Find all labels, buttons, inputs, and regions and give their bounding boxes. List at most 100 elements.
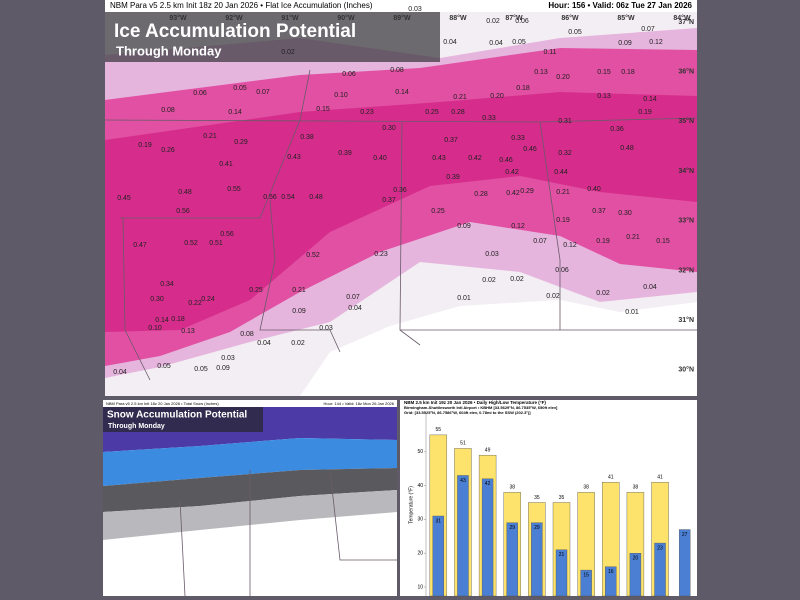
value-label: 41	[608, 475, 614, 481]
snow-title-box	[103, 407, 263, 432]
map-value: 0.23	[374, 251, 388, 258]
map-value: 0.39	[446, 174, 460, 181]
snow-header-left: NBM Para v5 2.5 km Init 18z 20 Jan 2026 …	[106, 401, 219, 406]
map-value: 0.18	[516, 85, 530, 92]
map-value: 0.42	[468, 155, 482, 162]
map-value: 0.21	[556, 189, 570, 196]
map-value: 0.14	[155, 317, 169, 324]
value-label: 23	[657, 545, 663, 551]
map-value: 0.01	[457, 295, 471, 302]
map-value: 0.08	[240, 331, 254, 338]
chart-header: Grid: [33.5525°N, 86.7586°W, 604ft elev,…	[404, 410, 531, 415]
map-value: 0.31	[558, 118, 572, 125]
map-value: 0.02	[510, 276, 524, 283]
lat-label: 31°N	[678, 316, 694, 324]
map-value: 0.03	[408, 6, 422, 13]
map-value: 0.13	[534, 69, 548, 76]
map-value: 0.12	[649, 39, 663, 46]
map-value: 0.51	[209, 240, 223, 247]
map-value: 0.30	[618, 210, 632, 217]
map-value: 0.05	[157, 363, 171, 370]
value-label: 15	[583, 572, 589, 578]
map-value: 0.23	[360, 109, 374, 116]
lon-label: 89°W	[393, 14, 411, 22]
map-value: 0.25	[425, 109, 439, 116]
map-value: 0.48	[309, 194, 323, 201]
map-header	[105, 0, 697, 12]
map-value: 0.04	[113, 369, 127, 376]
map-value: 0.06	[342, 71, 356, 78]
value-label: 35	[559, 495, 565, 501]
value-label: 27	[682, 532, 688, 538]
map-value: 0.15	[656, 238, 670, 245]
map-value: 0.10	[334, 92, 348, 99]
map-value: 0.48	[620, 145, 634, 152]
bar	[481, 478, 494, 597]
map-value: 0.22	[188, 300, 202, 307]
map-value: 0.02	[482, 277, 496, 284]
map-value: 0.06	[515, 18, 529, 25]
map-value: 0.37	[444, 137, 458, 144]
map-value: 0.05	[233, 85, 247, 92]
lat-label: 35°N	[678, 117, 694, 125]
map-value: 0.30	[382, 125, 396, 132]
lon-label: 85°W	[617, 14, 635, 22]
map-value: 0.09	[618, 40, 632, 47]
map-value: 0.13	[181, 328, 195, 335]
lat-label: 32°N	[678, 266, 694, 274]
map-value: 0.05	[512, 39, 526, 46]
ice-band-heavy	[105, 92, 697, 332]
map-value: 0.09	[457, 223, 471, 230]
bar	[555, 549, 568, 597]
map-value: 0.02	[546, 293, 560, 300]
map-value: 0.19	[596, 238, 610, 245]
map-value: 0.14	[643, 96, 657, 103]
lat-label: 34°N	[678, 167, 694, 175]
map-value: 0.42	[506, 190, 520, 197]
map-value: 0.18	[171, 316, 185, 323]
value-label: 35	[534, 495, 540, 501]
bar	[457, 475, 469, 597]
value-label: 29	[534, 525, 540, 531]
temperature-chart: Temperature (°F) NBM 2.5 km Init 19z 20 …	[400, 400, 697, 597]
lon-label: 86°W	[561, 14, 579, 22]
value-label: 55	[436, 427, 442, 433]
map-value: 0.46	[523, 146, 537, 153]
map-value: 0.52	[184, 240, 198, 247]
map-value: 0.43	[432, 155, 446, 162]
bar	[432, 515, 445, 597]
y-tick-label: 40	[417, 483, 423, 489]
y-tick-label: 30	[417, 517, 423, 523]
map-value: 0.21	[453, 94, 467, 101]
map-value: 0.44	[554, 169, 568, 176]
map-value: 0.25	[249, 287, 263, 294]
lon-label: 92°W	[225, 14, 243, 22]
map-value: 0.09	[216, 365, 230, 372]
value-label: 38	[509, 485, 515, 491]
bar	[629, 553, 642, 597]
value-label: 51	[460, 441, 466, 447]
map-value: 0.02	[281, 49, 295, 56]
map-value: 0.06	[193, 90, 207, 97]
map-value: 0.20	[490, 93, 504, 100]
map-value: 0.10	[148, 325, 162, 332]
value-label: 29	[509, 525, 515, 531]
map-value: 0.04	[443, 39, 457, 46]
snow-subtitle: Through Monday	[108, 423, 165, 430]
map-title: Ice Accumulation Potential	[114, 21, 356, 42]
map-value: 0.19	[138, 142, 152, 149]
map-value: 0.38	[300, 134, 314, 141]
map-value: 0.06	[555, 267, 569, 274]
snow-title: Snow Accumulation Potential	[107, 410, 247, 421]
map-value: 0.14	[395, 89, 409, 96]
bar	[580, 569, 592, 597]
state-line	[259, 199, 341, 353]
lon-label: 87°W	[505, 14, 523, 22]
y-tick-label: 10	[417, 584, 423, 590]
map-value: 0.11	[543, 49, 556, 56]
map-value: 0.42	[505, 169, 519, 176]
map-value: 0.40	[373, 155, 387, 162]
value-label: 20	[633, 556, 639, 562]
map-value: 0.05	[568, 29, 582, 36]
